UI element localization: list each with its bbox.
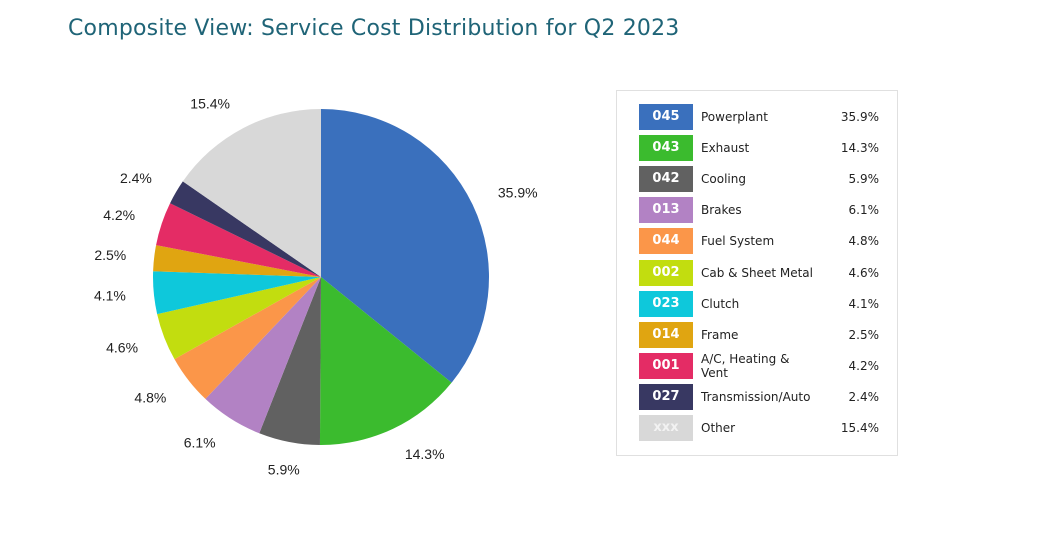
pie-slice-045 (321, 109, 489, 383)
legend-label: Cooling (701, 172, 746, 187)
legend-item-014: 014 Frame 2.5% (639, 321, 880, 348)
pie-label-043: 14.3% (405, 446, 445, 462)
pie-slice-023 (153, 271, 321, 315)
pie-label-xxx: 15.4% (190, 95, 230, 111)
legend-item-027: 027 Transmission/Auto 2.4% (639, 383, 880, 410)
legend-item-002: 002 Cab & Sheet Metal 4.6% (639, 259, 880, 286)
legend-item-043: 043 Exhaust 14.3% (639, 135, 879, 162)
pie-label-002: 4.6% (106, 339, 138, 355)
legend-percent: 2.5% (848, 327, 880, 342)
legend-item-045: 045 Powerplant 35.9% (639, 104, 879, 130)
legend-label: Frame (701, 327, 739, 342)
legend-swatch: 027 (639, 383, 693, 410)
pie-slice-xxx (182, 109, 321, 277)
pie-slice-043 (319, 277, 452, 445)
pie-label-027: 2.4% (120, 170, 152, 186)
pie-slice-013 (205, 277, 321, 434)
legend-percent: 4.6% (848, 265, 880, 280)
legend-label: Fuel System (701, 234, 775, 249)
legend-swatch: xxx (639, 415, 693, 441)
legend-item-042: 042 Cooling 5.9% (639, 166, 880, 193)
legend-label: Cab & Sheet Metal (701, 265, 813, 280)
legend-swatch: 014 (639, 321, 693, 348)
legend-swatch: 042 (639, 166, 693, 193)
legend-item-013: 013 Brakes 6.1% (639, 197, 880, 224)
legend-label: Transmission/Auto (701, 389, 811, 404)
legend-percent: 5.9% (848, 172, 880, 187)
legend-swatch: 001 (639, 352, 693, 379)
pie-slice-001 (156, 203, 321, 277)
legend-label: Brakes (701, 203, 742, 218)
pie-label-013: 6.1% (184, 434, 216, 450)
legend-item-044: 044 Fuel System 4.8% (639, 228, 880, 255)
chart-title: Composite View: Service Cost Distributio… (68, 16, 680, 41)
pie-slice-014 (153, 245, 321, 277)
legend-swatch: 023 (639, 290, 693, 317)
pie-label-045: 35.9% (498, 185, 538, 201)
legend-label: Exhaust (701, 141, 750, 156)
legend-swatch: 013 (639, 197, 693, 224)
pie-label-001: 4.2% (103, 207, 135, 223)
pie-label-023: 4.1% (94, 287, 126, 303)
legend-percent: 35.9% (840, 110, 879, 124)
legend-label: A/C, Heating & Vent (701, 351, 790, 380)
pie-slice-044 (174, 277, 321, 399)
legend-label: Powerplant (701, 110, 768, 124)
legend-label: Other (701, 421, 736, 435)
legend-percent: 4.8% (848, 234, 880, 249)
legend-item-023: 023 Clutch 4.1% (639, 290, 880, 317)
legend-item-001: 001 A/C, Heating & Vent 4.2% (639, 351, 880, 380)
legend-swatch: 002 (639, 259, 693, 286)
legend-swatch: 043 (639, 135, 693, 162)
legend: 045 Powerplant 35.9% 043 Exhaust 14.3% 042 Cool… (616, 90, 898, 456)
legend-percent: 4.1% (848, 296, 880, 311)
pie-slice-027 (170, 181, 321, 277)
legend-percent: 15.4% (840, 421, 879, 435)
legend-swatch: 045 (639, 104, 693, 130)
pie-slice-002 (157, 277, 321, 360)
legend-percent: 14.3% (840, 141, 879, 156)
pie-slice-042 (259, 277, 321, 445)
pie-label-044: 4.8% (134, 389, 166, 405)
legend-percent: 2.4% (848, 389, 880, 404)
legend-swatch: 044 (639, 228, 693, 255)
pie-label-042: 5.9% (268, 461, 300, 477)
legend-percent: 4.2% (848, 358, 880, 373)
pie-label-014: 2.5% (94, 247, 126, 263)
legend-label: Clutch (701, 296, 740, 311)
legend-percent: 6.1% (848, 203, 880, 218)
legend-item-xxx: xxx Other 15.4% (639, 415, 879, 441)
